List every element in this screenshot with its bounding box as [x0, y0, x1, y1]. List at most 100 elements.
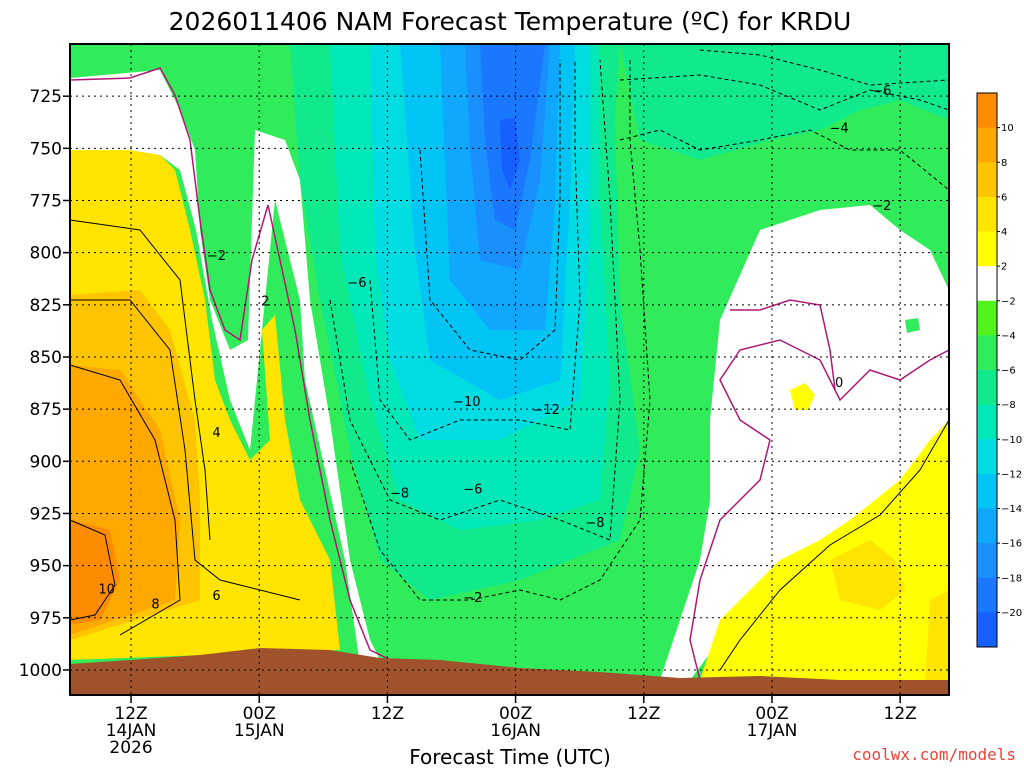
credit-text: coolwx.com/models — [852, 745, 1016, 764]
contour-label: −6 — [347, 276, 366, 291]
y-tick-label: 800 — [30, 244, 62, 264]
colorbar-label: 10 — [1001, 123, 1014, 134]
x-tick-label: 12Z — [371, 704, 404, 724]
fill-warm-right-2 — [830, 540, 905, 610]
colorbar-swatch — [977, 335, 997, 371]
contour-label: 10 — [98, 583, 115, 598]
contour-minus-6-lower — [329, 59, 621, 541]
colorbar-label: −2 — [1001, 296, 1016, 307]
fill-warm-right — [700, 420, 949, 685]
y-tick-label: 725 — [30, 87, 62, 107]
x-tick-label: 16JAN — [490, 721, 541, 741]
colorbar-swatch — [977, 577, 997, 613]
colorbar-swatch — [977, 439, 997, 475]
contour-4 — [69, 219, 211, 541]
colorbar-swatch — [977, 612, 997, 648]
y-tick-label: 850 — [30, 348, 62, 368]
x-tick-label: 00Z — [499, 704, 532, 724]
contour-label: −12 — [532, 403, 559, 418]
ground-surface — [70, 648, 949, 695]
contour-zero-left — [69, 67, 396, 663]
contour-zero-right-2 — [730, 299, 836, 391]
gridlines — [70, 44, 949, 695]
colorbar-swatch — [977, 93, 997, 129]
colorbar-label: −14 — [1001, 504, 1022, 515]
colorbar-label: −6 — [1001, 366, 1016, 377]
plot-frame — [69, 43, 950, 696]
y-tick-label: 875 — [30, 400, 62, 420]
contour-label: 8 — [151, 597, 159, 612]
colorbar-swatch — [977, 404, 997, 440]
y-tick-label: 1000 — [19, 661, 62, 681]
colorbar-swatch — [977, 231, 997, 267]
x-tick-label: 15JAN — [234, 721, 285, 741]
colorbar-label: −16 — [1001, 539, 1022, 550]
y-tick-label: 750 — [30, 139, 62, 159]
contour-label: 6 — [212, 589, 220, 604]
contour-label: −6 — [463, 483, 482, 498]
colorbar-label: −18 — [1001, 573, 1022, 584]
colorbar-swatch — [977, 127, 997, 163]
contour-6 — [70, 299, 301, 601]
colorbar-swatch — [977, 196, 997, 232]
contour-minus-4 — [619, 74, 950, 111]
x-tick-label: 14JAN — [106, 721, 157, 741]
x-tick-label: 17JAN — [747, 721, 798, 741]
colorbar-label: −10 — [1001, 435, 1022, 446]
colorbar-label: 4 — [1001, 227, 1007, 238]
contour-minus-6 — [699, 49, 950, 86]
contour-minus-14 — [419, 60, 561, 361]
contour-label: −8 — [390, 487, 409, 502]
fill-cold-blob — [905, 318, 920, 333]
x-tick-label: 12Z — [884, 704, 917, 724]
colorbar-swatch — [977, 370, 997, 406]
colorbar-swatch — [977, 300, 997, 336]
y-tick-label: 950 — [30, 557, 62, 577]
y-axis: 725 750 775 800 825 850 875 900 925 950 975 1000 — [19, 87, 70, 681]
contour-8 — [69, 364, 181, 636]
fill-near-zero-right — [660, 205, 949, 680]
colorbar-swatch — [977, 266, 997, 302]
contour-label: 2 — [261, 295, 269, 310]
contour-label: 0 — [835, 376, 843, 391]
contour-label: −6 — [872, 84, 891, 99]
chart-title: 2026011406 NAM Forecast Temperature (ºC)… — [169, 7, 852, 36]
fill-warm-right-3 — [925, 590, 949, 682]
contour-zero-right — [689, 339, 950, 681]
colorbar-label: −20 — [1001, 608, 1022, 619]
colorbar-swatch — [977, 543, 997, 579]
colorbar: 10 8 6 4 2 −2 −4 −6 −8 −10 −12 −14 −16 −18 −20 — [976, 92, 1022, 648]
y-tick-label: 825 — [30, 296, 62, 316]
contour-label: 4 — [212, 426, 220, 441]
x-tick-label: 2026 — [109, 738, 152, 758]
colorbar-swatch — [977, 473, 997, 509]
x-tick-label: 00Z — [755, 704, 788, 724]
contour-label: −2 — [872, 199, 891, 214]
colorbar-label: 8 — [1001, 158, 1007, 169]
contour-labels: −6 −4 −2 −2 2 −6 −10 −12 4 −8 −6 −8 −2 0 6 10 8 — [98, 84, 891, 612]
y-tick-label: 900 — [30, 452, 62, 472]
x-axis-label: Forecast Time (UTC) — [409, 745, 611, 768]
colorbar-label: −4 — [1001, 331, 1016, 342]
contour-label: −8 — [585, 516, 604, 531]
contour-label: −10 — [453, 395, 480, 410]
colorbar-swatch — [977, 508, 997, 544]
colorbar-label: 2 — [1001, 262, 1007, 273]
contour-10 — [69, 519, 116, 621]
fill-warm-blob — [790, 383, 815, 410]
colorbar-label: −12 — [1001, 469, 1022, 480]
x-tick-label: 00Z — [243, 704, 276, 724]
contour-label: −4 — [830, 122, 849, 137]
y-tick-label: 975 — [30, 609, 62, 629]
y-tick-label: 775 — [30, 191, 62, 211]
contour-2-right — [719, 419, 950, 671]
contour-label: −2 — [207, 249, 226, 264]
x-tick-label: 12Z — [114, 704, 147, 724]
fill-near-zero-left — [70, 70, 380, 665]
contour-lines — [69, 49, 950, 681]
colorbar-swatch — [977, 162, 997, 198]
x-tick-label: 12Z — [627, 704, 660, 724]
colorbar-label: −8 — [1001, 400, 1016, 411]
